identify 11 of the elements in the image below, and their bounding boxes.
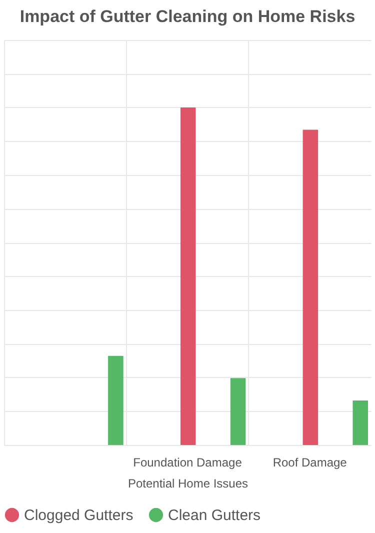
- x-tick-label: Foundation Damage: [133, 456, 242, 470]
- chart-title: Impact of Gutter Cleaning on Home Risks: [20, 7, 356, 26]
- x-tick-label: Roof Damage: [272, 456, 348, 470]
- bar: [108, 356, 124, 445]
- bar: [352, 400, 368, 445]
- x-axis-title: Potential Home Issues: [128, 476, 248, 490]
- bar: [302, 130, 318, 445]
- legend-label: Clean Gutters: [168, 507, 261, 524]
- bar: [230, 378, 246, 445]
- bar: [180, 108, 196, 445]
- legend-label: Clogged Gutters: [24, 507, 134, 524]
